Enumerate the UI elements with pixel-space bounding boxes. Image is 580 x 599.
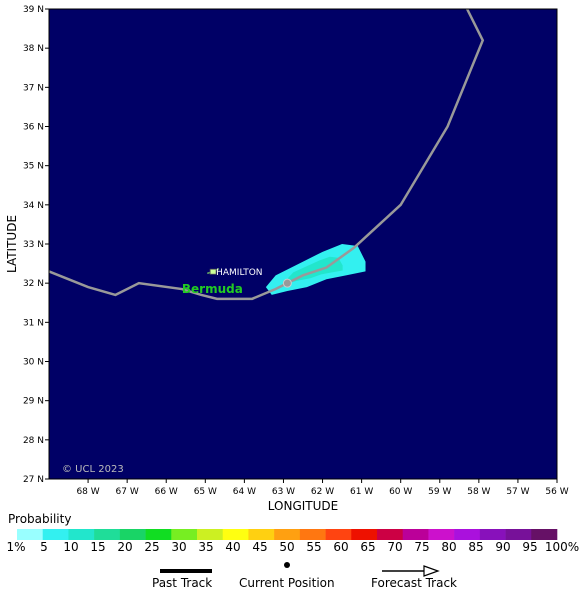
legend-title: Probability [8,512,72,526]
legend-swatch [197,529,224,540]
legend-swatch [274,529,301,540]
legend-label: 10 [63,540,79,554]
probability-legend-bar [17,529,558,540]
legend-label: 95 [522,540,538,554]
legend-label: 35 [198,540,214,554]
y-tick-label: 39 N [23,5,44,15]
forecast-track-label: Forecast Track [371,576,457,590]
track-line [48,8,485,301]
legend-swatch [94,529,121,540]
x-tick-label: 59 W [428,487,451,497]
legend-swatch [402,529,429,540]
y-axis-ticks: 39 N 38 N 37 N 36 N 35 N 34 N 33 N 32 N 31 N 30 N… [23,5,49,485]
current-position-label: Current Position [239,576,335,590]
legend-swatch [351,529,378,540]
legend-swatch [454,529,481,540]
storm-track [48,8,485,301]
y-tick-label: 30 N [23,358,44,368]
x-tick-label: 57 W [506,487,529,497]
legend-label: 5 [40,540,48,554]
current-position-marker [282,278,292,288]
legend-swatch [428,529,455,540]
legend-label: 25 [144,540,160,554]
hamilton-label: HAMILTON [216,268,262,278]
legend-swatch [479,529,506,540]
legend-swatch [505,529,532,540]
x-tick-label: 66 W [155,487,178,497]
legend-label: 100% [544,540,580,554]
past-track-label: Past Track [152,576,213,590]
legend-label: 20 [117,540,133,554]
x-tick-label: 67 W [116,487,139,497]
y-tick-label: 27 N [23,475,44,485]
legend-swatch [531,529,558,540]
legend-swatch [145,529,172,540]
legend-label: 1% [6,540,26,554]
legend-label: 50 [279,540,295,554]
y-tick-label: 31 N [23,318,44,328]
legend-label: 30 [171,540,187,554]
legend-swatch [299,529,326,540]
copyright-text: © UCL 2023 [62,464,124,475]
hamilton-marker [209,268,217,275]
y-tick-label: 33 N [23,240,44,250]
y-tick-label: 36 N [23,123,44,133]
x-tick-label: 65 W [194,487,217,497]
forecast-track-symbol [382,565,440,577]
legend-swatch [325,529,352,540]
y-tick-label: 38 N [23,44,44,54]
y-tick-label: 35 N [23,162,44,172]
y-tick-label: 32 N [23,279,44,289]
x-tick-label: 61 W [350,487,373,497]
current-position-symbol [284,562,290,568]
bermuda-label: Bermuda [182,282,243,296]
map-background [49,9,557,479]
x-tick-label: 60 W [389,487,412,497]
legend-swatch [171,529,198,540]
legend-swatch [377,529,404,540]
legend-label: 40 [225,540,241,554]
legend-swatch [17,529,44,540]
y-tick-label: 37 N [23,83,44,93]
legend-swatch [42,529,69,540]
legend-swatch [248,529,275,540]
x-axis-label: LONGITUDE [268,499,338,513]
x-tick-label: 63 W [272,487,295,497]
x-tick-label: 64 W [233,487,256,497]
x-tick-label: 62 W [311,487,334,497]
legend-swatch [68,529,95,540]
x-tick-label: 68 W [76,487,99,497]
x-tick-label: 58 W [467,487,490,497]
legend-label: 80 [441,540,457,554]
y-tick-label: 28 N [23,436,44,446]
y-tick-label: 34 N [23,201,44,211]
legend-swatch [222,529,249,540]
x-tick-label: 56 W [545,487,568,497]
legend-label: 65 [360,540,376,554]
legend-label: 55 [306,540,322,554]
y-tick-label: 29 N [23,397,44,407]
legend-label: 70 [387,540,403,554]
legend-label: 85 [468,540,484,554]
legend-label: 15 [90,540,106,554]
y-axis-label: LATITUDE [5,215,19,273]
legend-label: 60 [333,540,349,554]
legend-swatch [119,529,146,540]
legend-label: 90 [495,540,511,554]
legend-label: 45 [252,540,268,554]
legend-label: 75 [414,540,430,554]
